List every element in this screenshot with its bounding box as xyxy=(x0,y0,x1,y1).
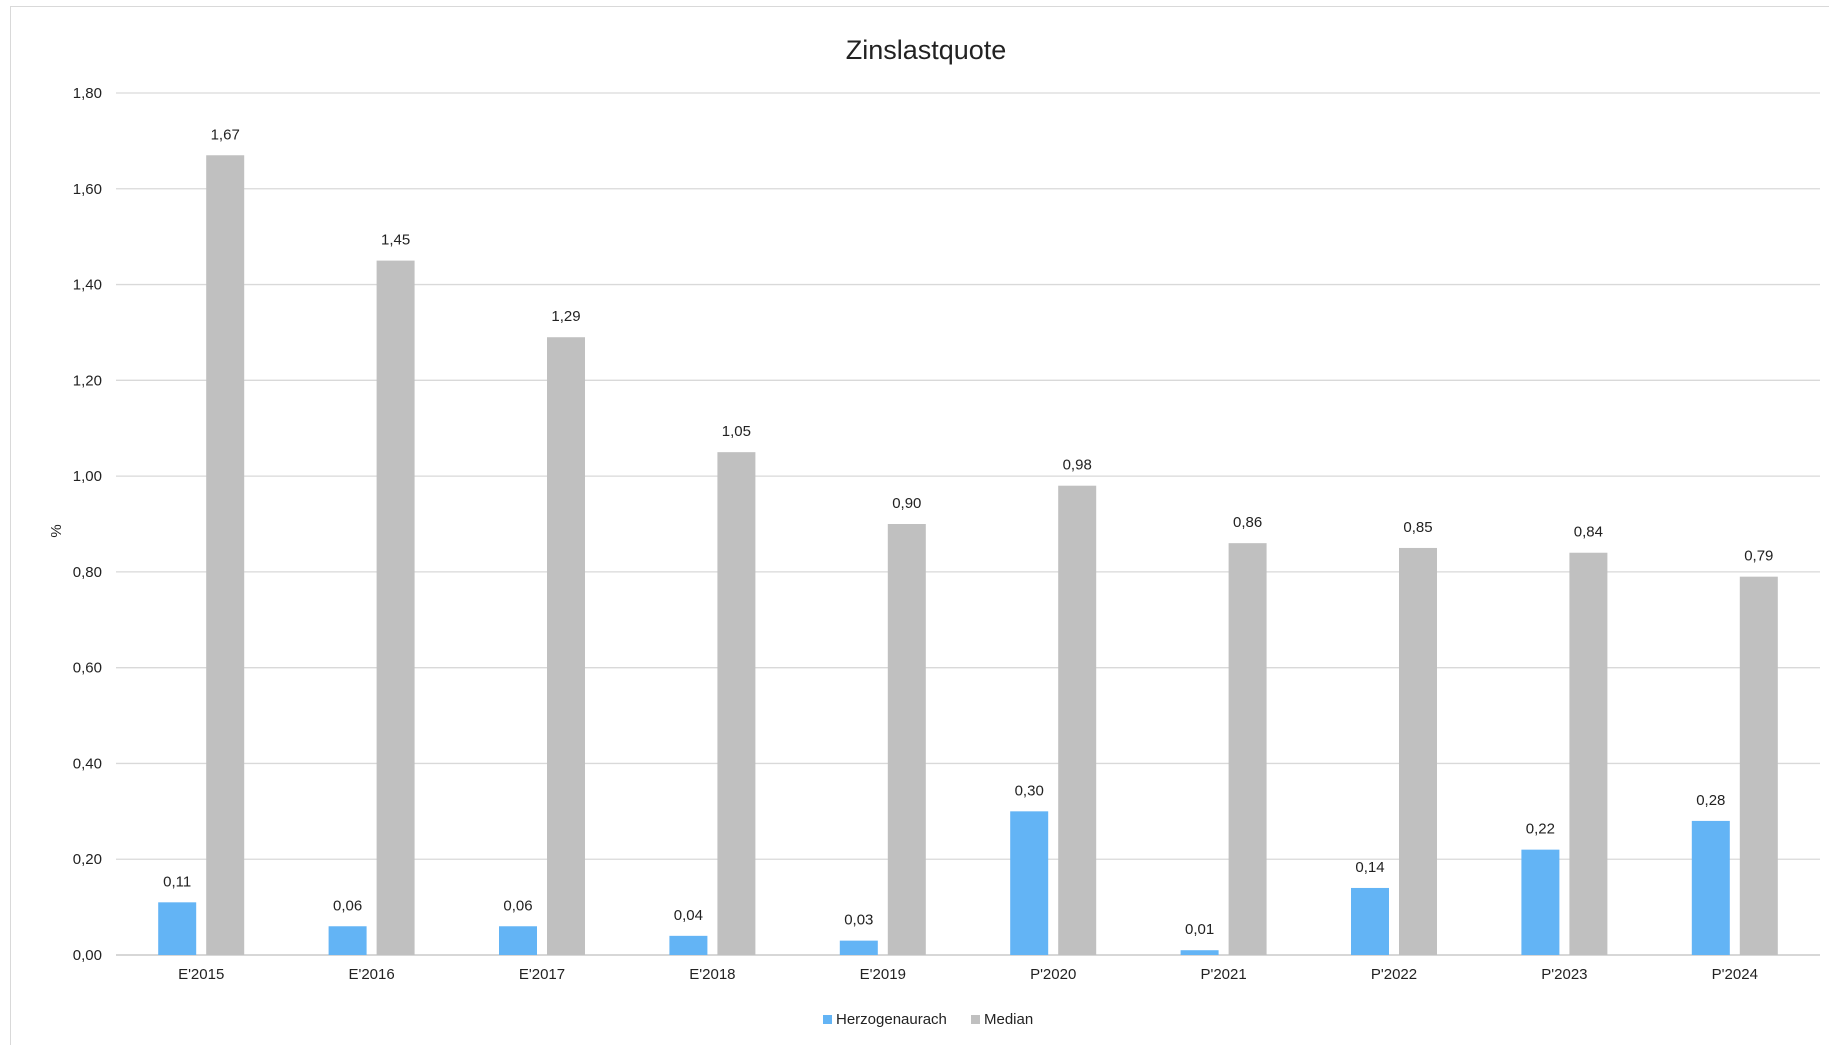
data-label: 0,06 xyxy=(503,897,532,914)
bar-median xyxy=(376,260,415,956)
bar-herzogenaurach xyxy=(669,935,708,955)
data-label: 1,05 xyxy=(722,423,751,440)
bar-herzogenaurach xyxy=(158,902,197,955)
bar-median xyxy=(1569,552,1608,955)
data-label: 0,90 xyxy=(892,495,921,512)
x-tick-label: E'2017 xyxy=(519,966,565,983)
x-tick-label: P'2021 xyxy=(1200,966,1246,983)
data-label: 1,67 xyxy=(211,126,240,143)
y-tick-label: 1,40 xyxy=(73,277,102,294)
bar-median xyxy=(1228,543,1267,955)
data-label: 0,79 xyxy=(1744,548,1773,565)
y-tick-label: 1,00 xyxy=(73,468,102,485)
bar-herzogenaurach xyxy=(1521,849,1560,955)
x-tick-label: E'2016 xyxy=(348,966,394,983)
y-tick-label: 0,20 xyxy=(73,851,102,868)
data-label: 0,22 xyxy=(1526,821,1555,838)
y-tick-label: 0,60 xyxy=(73,660,102,677)
data-label: 1,45 xyxy=(381,232,410,249)
data-label: 0,11 xyxy=(163,873,191,890)
bar-herzogenaurach xyxy=(1010,811,1049,955)
bar-herzogenaurach xyxy=(1180,950,1219,955)
data-label: 1,29 xyxy=(551,308,580,325)
bar-herzogenaurach xyxy=(328,926,367,955)
bar-herzogenaurach xyxy=(499,926,537,955)
y-tick-label: 1,80 xyxy=(73,85,102,102)
data-label: 0,30 xyxy=(1015,782,1044,799)
legend-swatch xyxy=(971,1015,980,1024)
bar-median xyxy=(547,337,585,955)
data-label: 0,14 xyxy=(1355,859,1384,876)
data-label: 0,28 xyxy=(1696,792,1725,809)
data-label: 0,04 xyxy=(674,907,703,924)
x-tick-label: P'2022 xyxy=(1371,966,1417,983)
y-axis-label: % xyxy=(48,524,65,537)
data-label: 0,01 xyxy=(1185,921,1214,938)
bar-herzogenaurach xyxy=(1691,820,1730,955)
gridlines xyxy=(116,92,1820,956)
y-tick-label: 1,20 xyxy=(73,372,102,389)
y-tick-label: 0,00 xyxy=(73,947,102,964)
y-tick-label: 1,60 xyxy=(73,181,102,198)
data-label: 0,98 xyxy=(1063,457,1092,474)
x-tick-label: P'2024 xyxy=(1712,966,1758,983)
data-label: 0,85 xyxy=(1403,519,1432,536)
x-tick-label: E'2015 xyxy=(178,966,224,983)
bar-herzogenaurach xyxy=(839,940,878,955)
data-label: 0,06 xyxy=(333,897,362,914)
bar-median xyxy=(887,524,926,955)
x-tick-label: E'2018 xyxy=(689,966,735,983)
chart-frame: Zinslastquote % 0,00 0,20 0,40 0,60 0,80 1,00… xyxy=(10,6,1829,1045)
x-tick-label: E'2019 xyxy=(860,966,906,983)
bar-median xyxy=(1739,576,1778,955)
x-tick-label: P'2020 xyxy=(1030,966,1076,983)
chart-title: Zinslastquote xyxy=(846,35,1007,65)
legend-swatch xyxy=(823,1015,832,1024)
y-tick-label: 0,40 xyxy=(73,755,102,772)
x-axis-ticks: E'2015 E'2016 E'2017 E'2018 E'2019 P'2020 P'20… xyxy=(178,966,1758,983)
y-tick-label: 0,80 xyxy=(73,564,102,581)
bar-median xyxy=(717,452,756,955)
legend: Herzogenaurach Median xyxy=(823,1011,1033,1028)
y-axis-ticks: 0,00 0,20 0,40 0,60 0,80 1,00 1,20 1,40 1,60 1,80 xyxy=(73,85,102,964)
data-label: 0,84 xyxy=(1574,524,1603,541)
bar-median xyxy=(1399,547,1437,955)
data-label: 0,86 xyxy=(1233,514,1262,531)
x-tick-label: P'2023 xyxy=(1541,966,1587,983)
bar-herzogenaurach xyxy=(1351,887,1389,955)
bar-median xyxy=(1058,485,1097,955)
legend-label: Median xyxy=(984,1011,1033,1028)
zinslastquote-chart: Zinslastquote % 0,00 0,20 0,40 0,60 0,80 1,00… xyxy=(48,35,1820,1028)
bars: 0,11 1,67 0,06 1,45 0,06 1,29 0,04 1,05 0,03 0,90… xyxy=(158,126,1778,956)
legend-label: Herzogenaurach xyxy=(836,1011,947,1028)
bar-median xyxy=(206,155,245,955)
data-label: 0,03 xyxy=(844,912,873,929)
